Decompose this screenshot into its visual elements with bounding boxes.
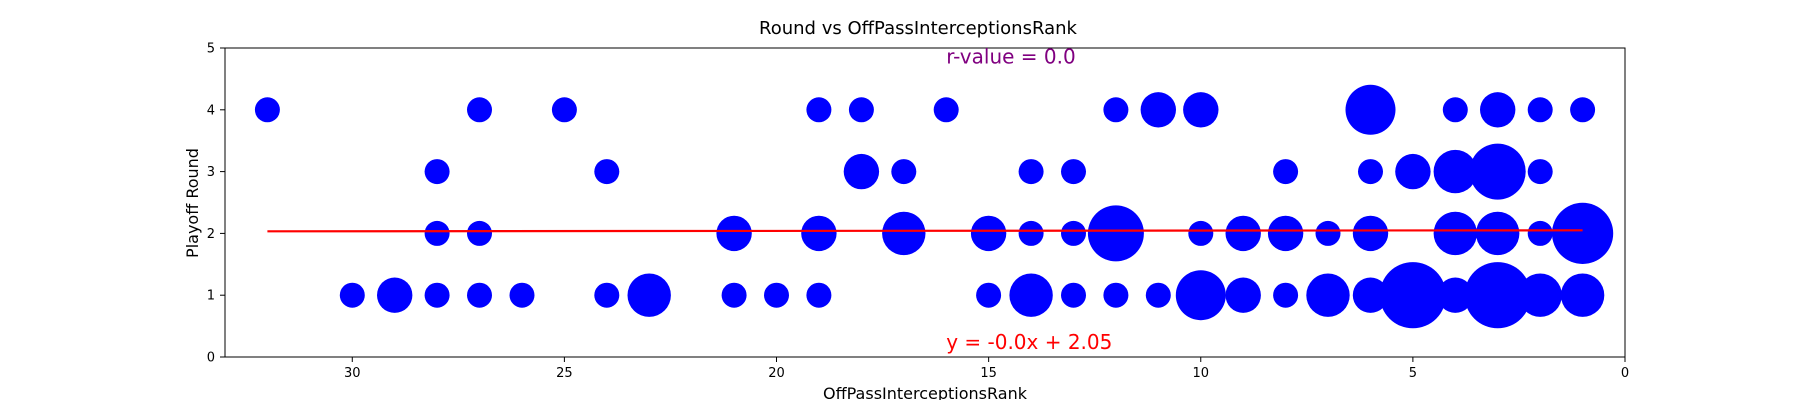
scatter-point <box>1552 202 1614 264</box>
scatter-point <box>1345 84 1396 135</box>
scatter-point <box>1433 211 1478 256</box>
scatter-point <box>1315 220 1341 246</box>
scatter-point <box>1352 215 1389 252</box>
scatter-point <box>1395 153 1431 190</box>
scatter-point <box>1225 215 1261 252</box>
scatter-point <box>1527 97 1553 123</box>
scatter-point <box>1140 92 1177 128</box>
x-tick-label: 10 <box>1192 366 1209 381</box>
y-tick-label: 5 <box>207 42 215 57</box>
scatter-point <box>1018 159 1044 185</box>
x-tick-label: 25 <box>556 366 573 381</box>
scatter-point <box>1103 282 1129 308</box>
scatter-point <box>551 97 577 123</box>
scatter-point <box>377 277 413 313</box>
scatter-point <box>1469 143 1526 200</box>
scatter-point <box>424 220 450 246</box>
scatter-point <box>1087 205 1144 262</box>
y-tick-label: 1 <box>207 289 215 304</box>
scatter-point <box>1273 159 1299 185</box>
scatter-point <box>1018 220 1044 246</box>
scatter-point <box>1145 282 1171 308</box>
scatter-point <box>1009 273 1053 317</box>
x-tick-label: 30 <box>344 366 361 381</box>
scatter-point <box>1061 282 1086 308</box>
scatter-point <box>424 159 450 185</box>
scatter-point <box>806 282 832 308</box>
scatter-point <box>1175 270 1226 321</box>
scatter-point <box>1379 262 1446 329</box>
scatter-point <box>1464 262 1531 329</box>
scatter-point <box>764 282 789 308</box>
scatter-point <box>1518 273 1562 317</box>
y-tick-label: 3 <box>207 165 215 180</box>
scatter-point <box>1527 159 1553 185</box>
scatter-point <box>467 97 492 123</box>
y-tick-label: 2 <box>207 227 215 242</box>
scatter-point <box>1306 273 1350 317</box>
scatter-point <box>716 215 752 252</box>
chart-title: Round vs OffPassInterceptionsRank <box>759 18 1077 39</box>
scatter-point <box>1570 97 1596 123</box>
scatter-point <box>976 282 1002 308</box>
regression-line <box>267 229 1583 233</box>
scatter-point <box>467 220 492 246</box>
scatter-point <box>1225 277 1261 313</box>
scatter-point <box>1188 220 1214 246</box>
scatter-point <box>1183 92 1219 128</box>
r-value-annotation: r-value = 0.0 <box>946 44 1076 68</box>
scatter-point <box>1560 273 1605 317</box>
scatter-point <box>848 97 874 123</box>
x-axis-ticks: 30 25 20 15 10 5 0 <box>344 357 1629 381</box>
x-tick-label: 5 <box>1409 366 1417 381</box>
scatter-point <box>627 273 671 317</box>
scatter-point <box>254 97 280 123</box>
scatter-point <box>1527 220 1553 246</box>
x-axis-label: OffPassInterceptionsRank <box>823 384 1028 400</box>
x-tick-label: 15 <box>980 366 997 381</box>
scatter-point <box>1352 277 1389 313</box>
scatter-point <box>1273 282 1299 308</box>
plot-frame <box>224 47 1626 358</box>
scatter-point <box>721 282 747 308</box>
scatter-point <box>1437 277 1474 313</box>
y-tick-label: 0 <box>207 351 215 366</box>
scatter-point <box>1476 211 1520 256</box>
x-tick-label: 20 <box>768 366 785 381</box>
scatter-point <box>1061 220 1086 246</box>
scatter-point <box>594 282 620 308</box>
scatter-point <box>509 282 535 308</box>
points-layer <box>254 84 1614 329</box>
scatter-point <box>1103 97 1129 123</box>
scatter-point <box>933 97 959 123</box>
scatter-point <box>1433 149 1478 194</box>
scatter-point <box>424 282 450 308</box>
scatter-point <box>1061 159 1086 185</box>
scatter-point <box>1267 215 1304 252</box>
scatter-point <box>843 153 880 190</box>
regression-layer <box>267 229 1583 233</box>
scatter-point <box>1480 92 1516 128</box>
scatter-point <box>467 282 492 308</box>
y-axis-label: Playoff Round <box>183 148 202 258</box>
scatter-point <box>339 282 365 308</box>
y-axis-ticks: 0 1 2 3 4 5 <box>207 42 225 366</box>
scatter-point <box>801 215 837 252</box>
scatter-point <box>970 215 1007 252</box>
scatter-point <box>806 97 832 123</box>
x-tick-label: 0 <box>1621 366 1629 381</box>
scatter-point <box>891 159 917 185</box>
scatter-point <box>1358 159 1383 185</box>
scatter-point <box>594 159 620 185</box>
scatter-point <box>882 211 926 256</box>
scatter-point <box>1442 97 1468 123</box>
y-tick-label: 4 <box>207 103 215 118</box>
annotations-layer: r-value = 0.0 y = -0.0x + 2.05 <box>946 44 1112 354</box>
regression-equation-annotation: y = -0.0x + 2.05 <box>946 330 1112 354</box>
